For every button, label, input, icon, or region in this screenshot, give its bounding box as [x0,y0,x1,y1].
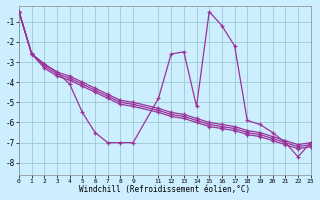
X-axis label: Windchill (Refroidissement éolien,°C): Windchill (Refroidissement éolien,°C) [79,185,250,194]
